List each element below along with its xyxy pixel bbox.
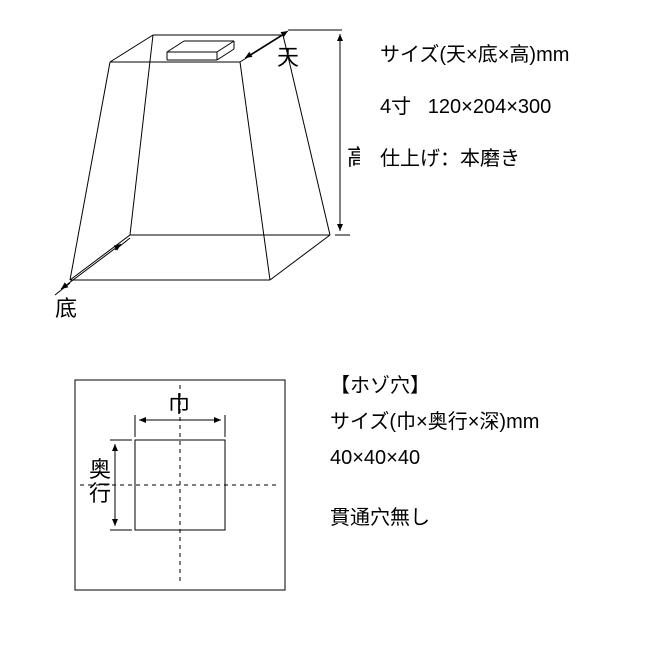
size-heading: サイズ(天×底×高)mm: [380, 40, 569, 70]
label-top: 天: [277, 45, 299, 70]
size-line: 4寸 120×204×300: [380, 92, 569, 122]
label-bottom: 底: [55, 296, 77, 320]
svg-text:行: 行: [89, 481, 111, 506]
label-height: 高: [347, 145, 360, 170]
mortise-size-heading: サイズ(巾×奥行×深)mm: [330, 406, 539, 438]
mortise-size-values: 40×40×40: [330, 442, 539, 474]
specs-text: サイズ(天×底×高)mm 4寸 120×204×300 仕上げ：本磨き: [380, 40, 569, 196]
svg-text:奥: 奥: [89, 457, 111, 482]
mortise-2d-diagram: 巾 奥 行: [45, 370, 305, 600]
finish-line: 仕上げ：本磨き: [380, 144, 569, 174]
mortise-heading: 【ホゾ穴】: [330, 370, 539, 402]
frustum-3d-diagram: 天 高 底: [20, 10, 360, 320]
label-width: 巾: [168, 392, 190, 417]
mortise-through: 貫通穴無し: [330, 502, 539, 534]
mortise-text: 【ホゾ穴】 サイズ(巾×奥行×深)mm 40×40×40 貫通穴無し: [330, 370, 539, 538]
